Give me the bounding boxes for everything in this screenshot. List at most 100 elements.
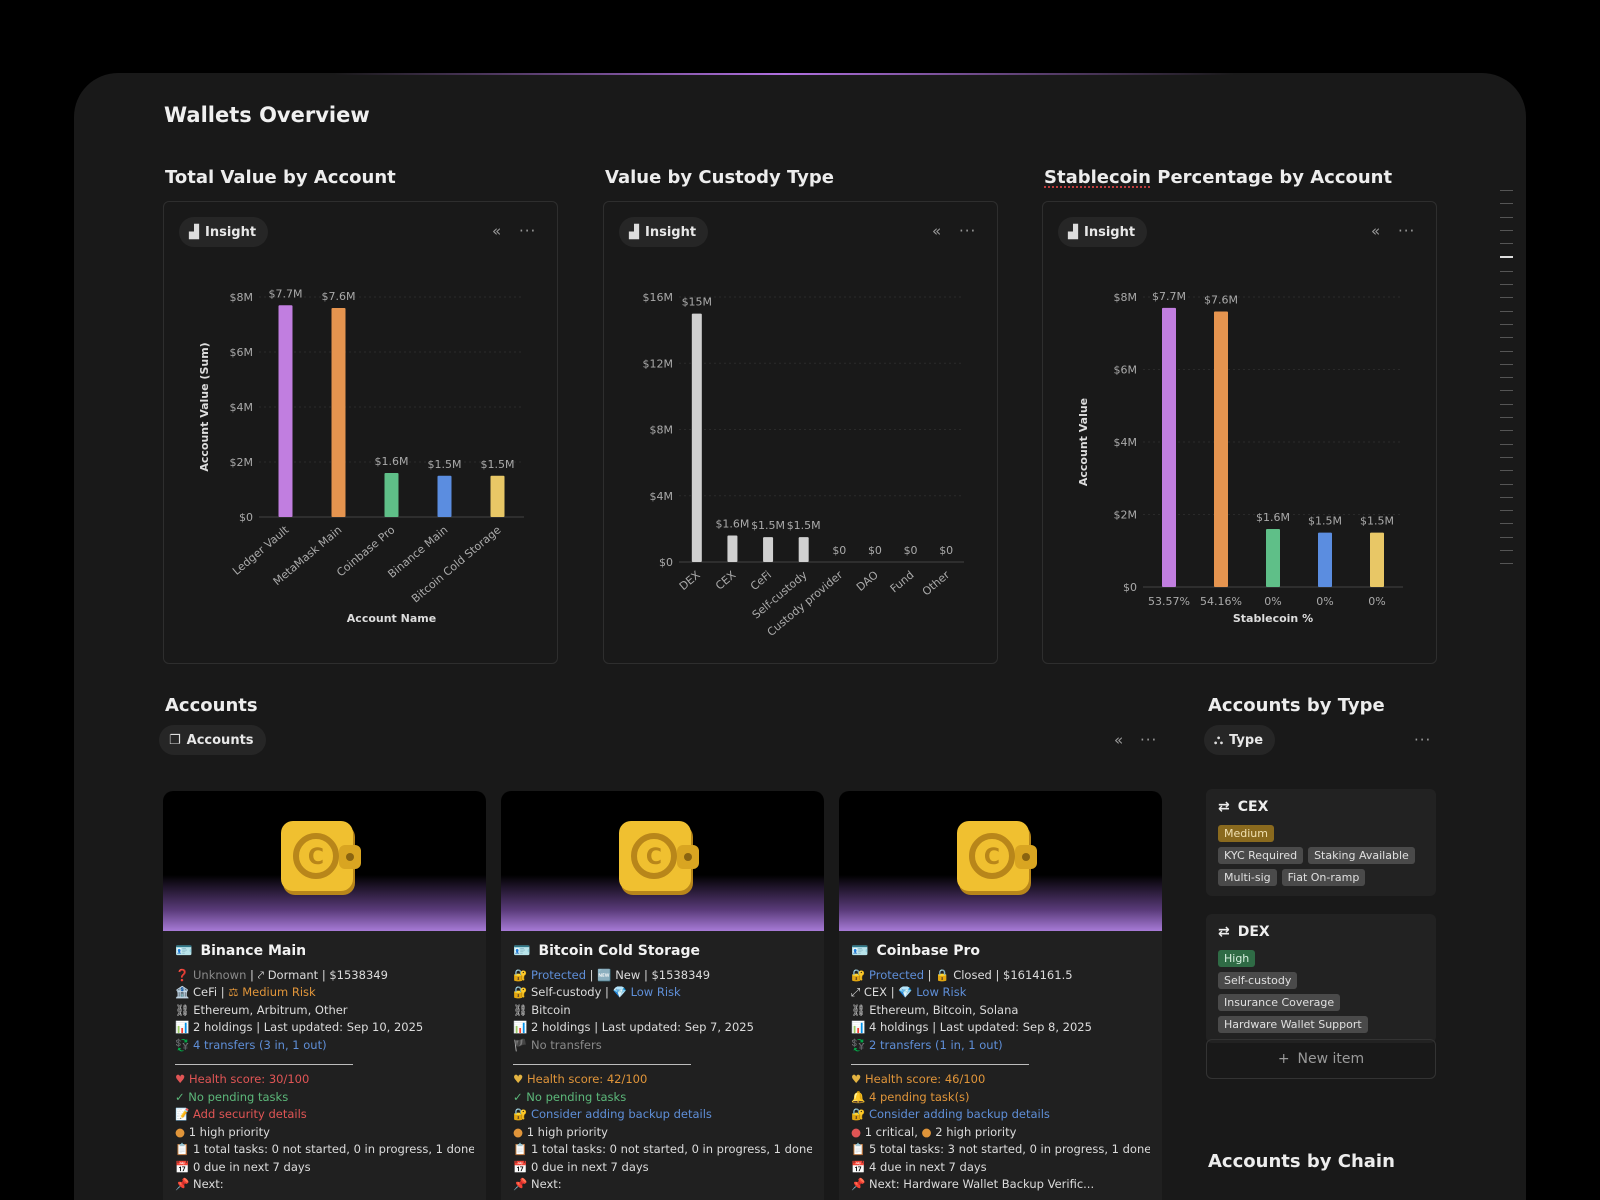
bar: [1214, 311, 1228, 587]
feature-tag: Self-custody: [1218, 972, 1298, 989]
card-title: Bitcoin Cold Storage: [538, 943, 701, 959]
diamond-icon: 💎: [612, 985, 627, 999]
y-tick-label: $8M: [650, 424, 674, 437]
bar: [691, 313, 702, 562]
new-item-button[interactable]: + New item: [1206, 1039, 1436, 1079]
more-options-button[interactable]: ···: [519, 222, 537, 240]
account-card-bitcoin-cold-storage[interactable]: C 🪪 Bitcoin Cold Storage 🔐 Protected | 🆕 …: [501, 791, 824, 1200]
bell-icon: 🔔: [851, 1089, 866, 1104]
data-label: $1.5M: [787, 519, 821, 532]
bar: [1370, 532, 1384, 587]
flag-icon: 🏴: [513, 1037, 528, 1052]
clipboard-icon: 📋: [175, 1142, 190, 1156]
y-tick-label: $4M: [650, 490, 674, 503]
divider: [175, 1064, 353, 1065]
more-options-button[interactable]: ···: [959, 222, 977, 240]
bar: [1266, 529, 1280, 587]
y-axis-label: Account Value (Sum): [198, 342, 211, 471]
accounts-more-button[interactable]: ···: [1140, 731, 1158, 749]
data-label: $1.5M: [428, 458, 462, 471]
id-card-icon: 🪪: [513, 943, 531, 959]
id-card-icon: 🪪: [175, 943, 193, 959]
divider: [513, 1064, 691, 1065]
data-label: $1.6M: [715, 518, 749, 531]
y-tick-label: $4M: [230, 401, 254, 414]
x-tick-label: Other: [920, 568, 953, 598]
orange-dot-icon: ●: [921, 1124, 932, 1139]
y-tick-label: $8M: [230, 291, 254, 304]
data-label: $1.5M: [751, 519, 785, 532]
insight-chip[interactable]: ▟ Insight: [179, 217, 269, 247]
bank-icon: 🏦: [175, 985, 190, 999]
collapse-button[interactable]: «: [1371, 222, 1382, 240]
type-card-dex[interactable]: ⇄ DEX High Self-custody Insurance Coverag…: [1206, 914, 1436, 1043]
y-axis-label: Account Value: [1077, 398, 1090, 486]
accounts-view-chip[interactable]: ❐ Accounts: [159, 725, 266, 755]
heart-icon: ♥: [851, 1072, 862, 1086]
chart-title-total-value: Total Value by Account: [165, 167, 396, 188]
insight-chip[interactable]: ▟ Insight: [1058, 217, 1148, 247]
id-card-icon: 🪪: [851, 943, 869, 959]
card-title: Binance Main: [200, 943, 307, 959]
heart-icon: ♥: [175, 1072, 186, 1086]
data-label: $7.7M: [1152, 290, 1186, 303]
top-glow: [334, 73, 1234, 75]
more-options-button[interactable]: ···: [1398, 222, 1416, 240]
feature-tag: Fiat On-ramp: [1281, 869, 1366, 886]
collapse-button[interactable]: «: [932, 222, 943, 240]
bar-chart-custody: $0 $4M $8M $12M $16M $15M DEX $1.6M CEX $1.5M CeFi…: [643, 291, 964, 639]
collapse-button[interactable]: «: [492, 222, 503, 240]
status-icon: ⤤: [257, 967, 265, 982]
main-window: Wallets Overview Total Value by Account …: [74, 73, 1526, 1200]
pin-icon: 📌: [175, 1177, 190, 1191]
lock-key-icon: 🔐: [513, 985, 528, 999]
type-card-cex[interactable]: ⇄ CEX Medium KYC Required Staking Availab…: [1206, 789, 1436, 896]
cards-icon: ❐: [169, 732, 181, 748]
feature-tag: Hardware Wallet Support: [1218, 1016, 1368, 1033]
calendar-icon: 📅: [513, 1159, 528, 1174]
bar: [727, 535, 738, 562]
chart-panel-stablecoin: ▟ Insight « ··· $0 $2M $4M $6M $8M $7.7M 53.57%…: [1042, 201, 1437, 664]
x-tick-label: Bitcoin Cold Storage: [409, 523, 503, 605]
page-outline-scrollbar[interactable]: [1500, 190, 1513, 577]
bar: [763, 537, 774, 562]
data-label: $15M: [682, 296, 713, 309]
bar-chart-icon: ▟: [189, 224, 199, 240]
wallet-icon: C: [957, 821, 1037, 895]
chain-icon: ⛓: [175, 1002, 190, 1017]
data-label: $1.5M: [1308, 515, 1342, 528]
feature-tag: Multi-sig: [1218, 869, 1277, 886]
data-label: $7.7M: [269, 287, 303, 300]
risk-tag: High: [1218, 950, 1256, 967]
card-cover: C: [839, 791, 1162, 931]
chain-icon: ⛓: [851, 1002, 866, 1017]
clipboard-icon: 📋: [513, 1142, 528, 1156]
data-label: $1.6M: [1256, 511, 1290, 524]
pin-icon: 📌: [513, 1177, 528, 1191]
divider: [851, 1064, 1029, 1065]
account-card-coinbase-pro[interactable]: C 🪪 Coinbase Pro 🔐 Protected | 🔒 Closed |…: [839, 791, 1162, 1200]
x-tick-label: CeFi: [748, 568, 774, 593]
data-label: $0: [832, 544, 846, 557]
account-card-binance[interactable]: C 🪪 Binance Main ❓ Unknown | ⤤ Dormant | …: [163, 791, 486, 1200]
wallet-icon: C: [281, 821, 361, 895]
x-tick-label: 53.57%: [1148, 595, 1190, 608]
x-tick-label: 54.16%: [1200, 595, 1242, 608]
svg-text:C: C: [984, 845, 1000, 870]
type-more-button[interactable]: ···: [1414, 731, 1432, 749]
y-tick-label: $0: [239, 511, 253, 524]
y-tick-label: $16M: [643, 291, 674, 304]
chain-icon: ⛓: [513, 1002, 528, 1017]
x-tick-label: Fund: [888, 568, 917, 595]
accounts-collapse-button[interactable]: «: [1114, 731, 1125, 749]
chart-panel-total-value: ▟ Insight « ··· $0 $2M $4M $6M $8M $7.7M Ledger…: [163, 201, 558, 664]
x-tick-label: 0%: [1316, 595, 1333, 608]
calendar-icon: 📅: [175, 1159, 190, 1174]
diamond-icon: 💎: [898, 985, 913, 999]
chart-title-stablecoin: Stablecoin Percentage by Account: [1044, 167, 1393, 188]
orange-dot-icon: ●: [513, 1124, 524, 1139]
card-cover: C: [163, 791, 486, 931]
insight-chip[interactable]: ▟ Insight: [619, 217, 709, 247]
feature-tag: Staking Available: [1308, 847, 1415, 864]
type-view-chip[interactable]: ⛬ Type: [1204, 725, 1276, 755]
